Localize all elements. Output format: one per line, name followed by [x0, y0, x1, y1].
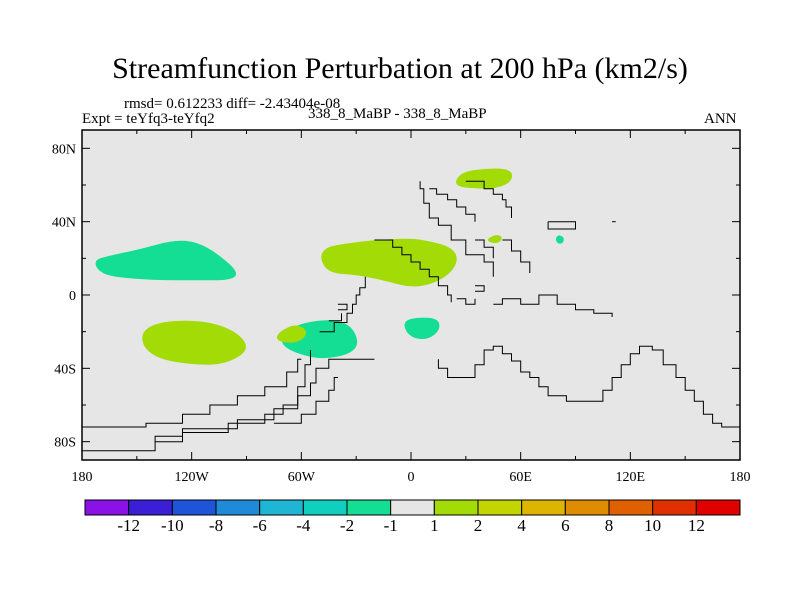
colorbar-box-13: [652, 499, 697, 516]
coastline-11: [273, 377, 338, 424]
y-tick-label: 80S: [54, 436, 76, 451]
colorbar-box-0: [84, 499, 130, 516]
anomaly-region-5: [142, 320, 246, 365]
season-label: ANN: [704, 111, 737, 127]
anomaly-region-7: [276, 325, 307, 343]
x-axis: 180 120W 60W 0 60E 120E 180: [72, 130, 751, 485]
x-tick-label: 180: [72, 470, 93, 485]
coastline-0: [419, 181, 494, 277]
anomaly-region-2: [556, 235, 564, 244]
colorbar-box-4: [259, 499, 304, 516]
colorbar-label: -8: [209, 516, 223, 535]
coastline-6: [319, 276, 366, 333]
y-tick-label: 0: [69, 289, 76, 304]
colorbar-box-12: [608, 499, 654, 516]
colorbar-label: 8: [605, 516, 614, 535]
coastline-8: [82, 350, 311, 452]
anomaly-region-1: [487, 235, 502, 244]
coastline-14: [493, 294, 613, 317]
anomaly-region-4: [95, 240, 237, 281]
y-tick-label: 40N: [52, 216, 76, 231]
coastline-16: [475, 285, 485, 292]
x-tick-label: 120W: [175, 470, 210, 485]
y-tick-label: 80N: [52, 142, 76, 157]
colorbar-label: 12: [688, 516, 705, 535]
colorbar-box-10: [521, 499, 566, 516]
anomaly-regions: [95, 168, 564, 365]
colorbar-box-7: [390, 499, 435, 516]
experiment-label: Expt = teYfq3-teYfq2: [82, 111, 215, 127]
coastline-7: [328, 313, 342, 322]
y-axis: 80N 40N 0 40S 80S: [52, 142, 740, 451]
map-background-fill: [82, 130, 740, 460]
anomaly-region-8: [404, 317, 440, 339]
colorbar-label: -12: [117, 516, 140, 535]
case-label: 338_8_MaBP - 338_8_MaBP: [308, 106, 487, 122]
x-tick-label: 60E: [509, 470, 532, 485]
coastline-1: [429, 188, 476, 222]
anomaly-region-0: [456, 168, 513, 189]
colorbar-label: -10: [161, 516, 184, 535]
colorbar-box-1: [128, 499, 173, 516]
chart-title: Streamfunction Perturbation at 200 hPa (…: [112, 52, 688, 85]
colorbar-label: -1: [384, 516, 398, 535]
colorbar-label: -4: [296, 516, 311, 535]
colorbar-box-3: [215, 499, 261, 516]
coastline-10: [154, 367, 320, 442]
coastline-13: [437, 345, 740, 428]
colorbar-label: -6: [253, 516, 267, 535]
coastline-3: [475, 239, 494, 259]
map-background: [82, 130, 740, 460]
coastlines: [82, 180, 740, 452]
colorbar-box-2: [171, 499, 217, 516]
x-tick-label: 180: [730, 470, 751, 485]
anomaly-region-3: [321, 238, 457, 287]
colorbar-label: 1: [430, 516, 439, 535]
colorbar-label: 6: [561, 516, 570, 535]
x-tick-label: 0: [408, 470, 415, 485]
colorbar-box-9: [477, 499, 523, 516]
rmsd-stats: rmsd= 0.612233 diff= -2.43404e-08: [124, 96, 341, 112]
x-tick-label: 120E: [616, 470, 646, 485]
colorbar-label: -2: [340, 516, 354, 535]
coastline-4: [502, 239, 531, 273]
colorbar-box-8: [433, 499, 479, 516]
coastline-2: [465, 180, 512, 218]
colorbar-box-6: [346, 499, 392, 516]
colorbar-box-11: [564, 499, 610, 516]
coastline-15: [456, 298, 476, 305]
x-tick-label: 60W: [288, 470, 316, 485]
colorbar: -12 -10 -8 -6 -4 -2 -1 1 2 4 6 8 10 12: [84, 499, 741, 535]
colorbar-box-14: [695, 499, 741, 516]
y-tick-label: 40S: [54, 362, 76, 377]
coastline-18: [547, 221, 576, 230]
coastline-12: [319, 358, 375, 369]
colorbar-label: 2: [474, 516, 483, 535]
colorbar-box-5: [302, 499, 348, 516]
coastline-17: [337, 303, 348, 311]
colorbar-label: 4: [517, 516, 526, 535]
coastline-5: [374, 239, 452, 303]
coastline-9: [82, 358, 302, 428]
colorbar-label: 10: [644, 516, 661, 535]
